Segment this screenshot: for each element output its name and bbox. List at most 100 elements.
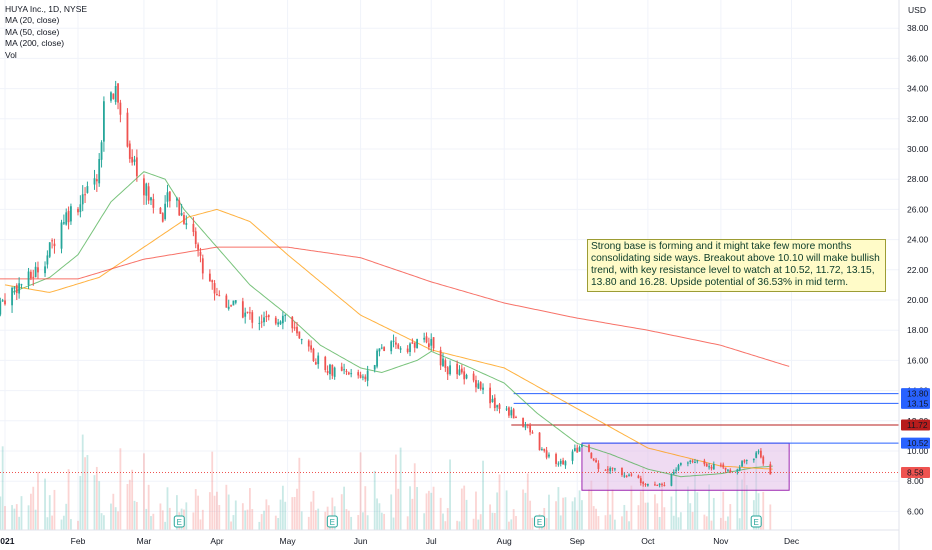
volume-bar (62, 515, 65, 530)
candle-body (465, 374, 468, 379)
candle-body (27, 271, 30, 286)
candle-body (541, 449, 543, 451)
candle-body (399, 348, 402, 350)
candle-body (727, 469, 729, 471)
candle-body (628, 474, 630, 476)
candle-body (197, 244, 199, 250)
candle-body (357, 372, 360, 376)
y-tick-label: 18.00 (907, 325, 929, 335)
candle-body (265, 315, 268, 318)
candle-body (300, 339, 303, 341)
candle-body (687, 462, 689, 464)
candle-body (562, 460, 564, 465)
candle-body (364, 376, 367, 380)
candle-body (621, 467, 623, 476)
candle-body (614, 468, 616, 470)
volume-bar (359, 452, 362, 530)
candle-body (326, 370, 329, 374)
volume-bar (724, 520, 727, 530)
candle-body (496, 405, 499, 408)
volume-bar (4, 506, 6, 530)
volume-bar (498, 474, 501, 530)
volume-bar (376, 498, 378, 530)
symbol-title[interactable]: HUYA Inc., 1D, NYSE (5, 4, 88, 14)
legend-vol[interactable]: Vol (5, 49, 17, 60)
candle-body (590, 452, 593, 459)
volume-bar (150, 516, 152, 530)
volume-bar (103, 515, 105, 530)
volume-bar (340, 494, 343, 530)
volume-bar (656, 503, 659, 530)
volume-bar (312, 490, 315, 530)
volume-bar (225, 484, 228, 530)
candle-body (722, 464, 725, 468)
volume-bar (529, 500, 532, 530)
candle-body (350, 373, 353, 375)
chart-grid (0, 0, 899, 530)
candle-body (760, 450, 762, 458)
y-tick-label: 20.00 (907, 295, 929, 305)
volume-bar (135, 501, 138, 530)
currency-label[interactable]: USD (908, 5, 926, 15)
candle-body (762, 456, 765, 464)
candle-body (442, 358, 444, 367)
volume-bar (161, 510, 164, 530)
candle-body (194, 231, 197, 245)
volume-bar (409, 486, 411, 530)
candle-body (126, 112, 129, 147)
volume-bar (571, 501, 574, 530)
candle-body (258, 322, 261, 324)
candle-body (81, 194, 84, 205)
candle-body (425, 336, 428, 343)
candle-body (51, 240, 53, 242)
volume-bar (727, 516, 729, 530)
candle-body (13, 287, 16, 289)
volume-bar (234, 500, 237, 530)
volume-bar (444, 521, 447, 530)
candle-body (390, 341, 393, 352)
annotation-note[interactable]: Strong base is forming and it might take… (587, 239, 886, 292)
candle-body (661, 483, 663, 485)
candle-body (710, 466, 713, 469)
candle-body (439, 350, 442, 366)
volume-bar (562, 497, 564, 530)
candle-body (642, 482, 645, 484)
candle-body (333, 367, 336, 377)
candle-body (694, 462, 696, 464)
x-tick-label: Jun (354, 536, 368, 546)
candle-body (227, 306, 230, 309)
candle-body (1, 300, 4, 302)
y-tick-label: 30.00 (907, 144, 929, 154)
volume-bar (366, 515, 369, 530)
volume-bar (362, 512, 364, 530)
legend-ma200[interactable]: MA (200, close) (5, 38, 65, 49)
legend-ma50[interactable]: MA (50, close) (5, 26, 60, 37)
time-axis[interactable]: 2021 Feb Mar Apr May Jun Jul Aug Sep Oct Nov Dec (0, 536, 800, 546)
candle-body (53, 243, 56, 247)
volume-bar (510, 519, 513, 530)
candle-body (658, 483, 661, 485)
volume-bar (86, 455, 89, 530)
candle-body (548, 454, 550, 457)
volume-bar (176, 495, 178, 530)
volume-bar (576, 510, 579, 530)
candle-body (77, 208, 79, 213)
volume-bar (661, 484, 663, 530)
consolidation-box[interactable] (581, 442, 790, 491)
volume-bar (496, 492, 499, 530)
candle-body (397, 344, 400, 349)
volume-bar (604, 515, 607, 530)
candle-body (644, 484, 647, 486)
candle-body (625, 475, 628, 477)
volume-bar (112, 493, 115, 530)
candle-body (112, 93, 115, 99)
resistance-lines[interactable] (511, 393, 899, 444)
volume-bar (458, 521, 461, 530)
candle-body (477, 383, 480, 389)
volume-bar (413, 463, 416, 530)
candle-body (755, 452, 758, 458)
legend-ma20[interactable]: MA (20, close) (5, 15, 60, 26)
candle-body (362, 376, 364, 378)
